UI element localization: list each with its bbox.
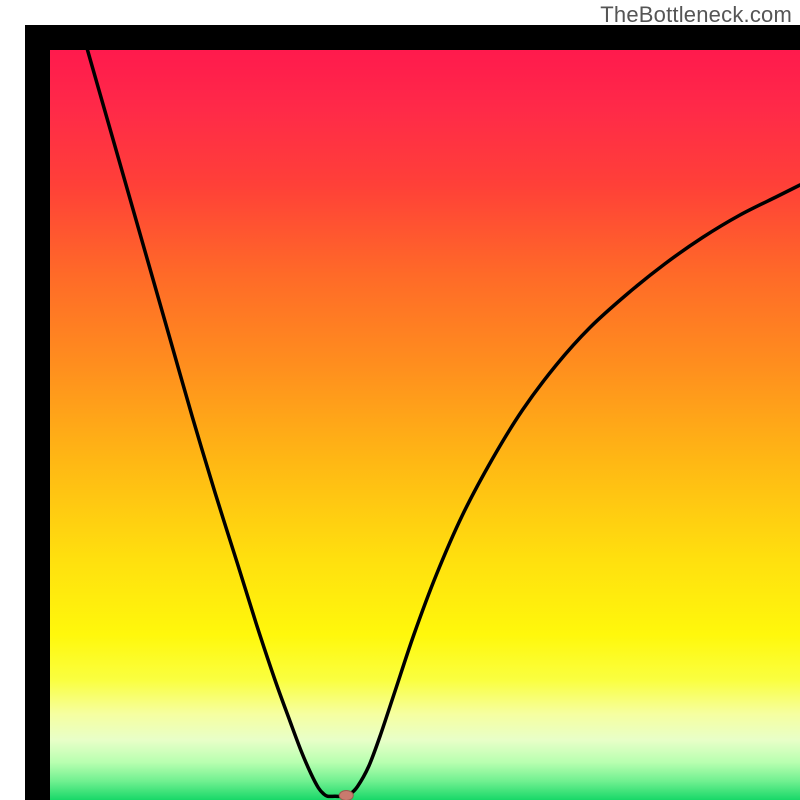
chart-container: TheBottleneck.com — [0, 0, 800, 800]
chart-plot-area — [50, 50, 800, 800]
watermark-text: TheBottleneck.com — [600, 2, 792, 28]
optimal-point-marker — [339, 791, 353, 800]
bottleneck-chart — [0, 0, 800, 800]
